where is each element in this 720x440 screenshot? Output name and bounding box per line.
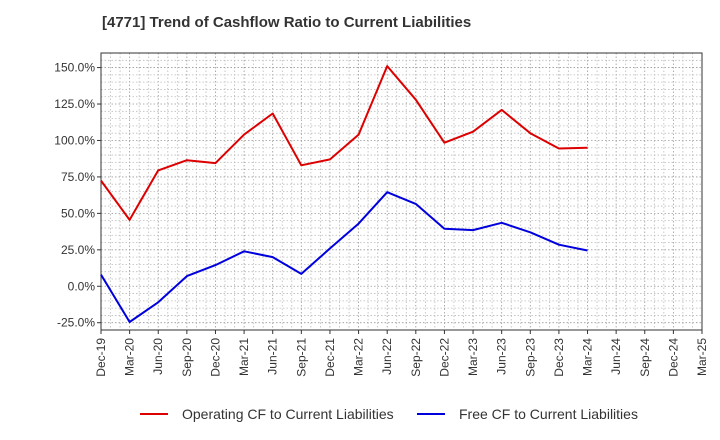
y-tick-label: 125.0%: [54, 97, 95, 111]
x-tick-label: Sep-24: [638, 338, 652, 377]
y-tick-label: 50.0%: [61, 206, 95, 220]
y-tick-label: -25.0%: [57, 316, 95, 330]
chart-title: [4771] Trend of Cashflow Ratio to Curren…: [102, 14, 472, 31]
x-tick-label: Dec-19: [94, 338, 108, 377]
x-tick-label: Dec-22: [437, 338, 451, 377]
y-tick-label: 75.0%: [61, 170, 95, 184]
x-tick-label: Dec-23: [552, 338, 566, 377]
x-tick-label: Mar-22: [352, 338, 366, 376]
y-tick-label: 150.0%: [54, 61, 95, 75]
y-tick-label: 0.0%: [68, 279, 96, 293]
x-tick-label: Jun-23: [495, 338, 509, 375]
x-tick-label: Jun-24: [609, 338, 623, 375]
x-tick-label: Dec-24: [666, 338, 680, 377]
legend-label-1: Operating CF to Current Liabilities: [182, 406, 394, 422]
x-tick-label: Sep-20: [180, 338, 194, 377]
x-tick-label: Sep-22: [409, 338, 423, 377]
legend-label-2: Free CF to Current Liabilities: [459, 406, 638, 422]
y-tick-label: 25.0%: [61, 243, 95, 257]
x-tick-label: Mar-24: [581, 338, 595, 376]
y-tick-label: 100.0%: [54, 133, 95, 147]
x-tick-label: Jun-22: [380, 338, 394, 375]
x-tick-label: Jun-21: [266, 338, 280, 375]
x-tick-label: Jun-20: [151, 338, 165, 375]
x-tick-label: Mar-21: [237, 338, 251, 376]
x-tick-label: Sep-21: [294, 338, 308, 377]
series-line-2: [100, 191, 588, 323]
x-tick-label: Dec-21: [323, 338, 337, 377]
plot-area: [101, 53, 702, 330]
x-tick-label: Mar-25: [695, 338, 709, 376]
x-tick-label: Mar-20: [123, 338, 137, 376]
x-tick-label: Sep-23: [523, 338, 537, 377]
x-tick-label: Dec-20: [208, 338, 222, 377]
plot-frame: [100, 52, 703, 331]
x-tick-label: Mar-23: [466, 338, 480, 376]
series-line-1: [100, 65, 588, 221]
